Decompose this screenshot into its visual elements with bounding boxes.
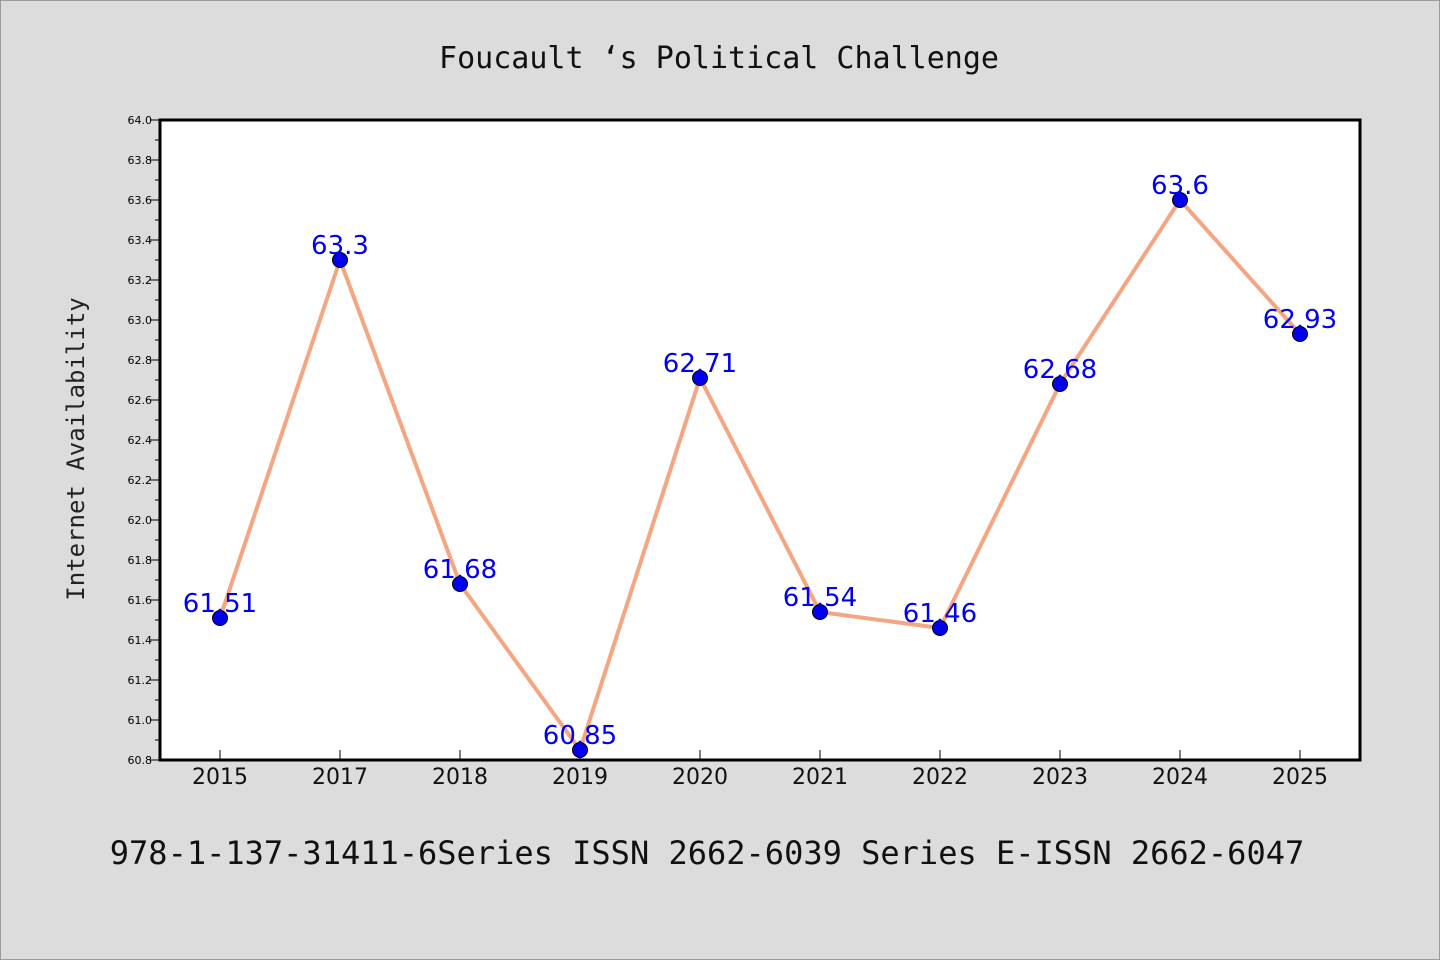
x-tick-label: 2020: [672, 765, 728, 790]
y-tick-label: 61.8: [128, 554, 153, 567]
data-label: 63.6: [1151, 171, 1209, 201]
x-axis: 2015 2017 2018 2019 2020 2021 2022 2023 2024 2025: [192, 750, 1328, 790]
x-tick-label: 2019: [552, 765, 608, 790]
data-point: [572, 742, 588, 758]
data-point: [212, 610, 228, 626]
chart-title: Foucault ‘s Political Challenge: [439, 41, 999, 76]
data-label: 62.71: [663, 349, 737, 379]
y-tick-label: 63.2: [128, 274, 153, 287]
y-tick-label: 62.6: [128, 394, 153, 407]
data-point: [692, 370, 708, 386]
x-tick-label: 2017: [312, 765, 368, 790]
y-tick-label: 61.4: [128, 634, 153, 647]
series-line-group: [218, 198, 1302, 752]
x-tick-label: 2018: [432, 765, 488, 790]
plot-area: [158, 118, 1362, 762]
series-markers: [212, 192, 1308, 758]
y-tick-label: 62.2: [128, 474, 153, 487]
y-tick-label: 63.8: [128, 154, 153, 167]
x-tick-label: 2025: [1272, 765, 1328, 790]
data-label: 63.3: [311, 231, 369, 261]
data-label: 62.68: [1023, 355, 1097, 385]
data-point: [452, 576, 468, 592]
data-point: [1052, 376, 1068, 392]
y-tick-label: 61.2: [128, 674, 153, 687]
y-tick-label: 62.8: [128, 354, 153, 367]
data-label: 61.68: [423, 555, 497, 585]
y-tick-label: 63.6: [128, 194, 153, 207]
data-point: [332, 252, 348, 268]
x-tick-label: 2024: [1152, 765, 1208, 790]
data-label: 61.51: [183, 589, 257, 619]
x-tick-label: 2021: [792, 765, 848, 790]
data-point: [1172, 192, 1188, 208]
data-point: [1292, 326, 1308, 342]
data-label: 62.93: [1263, 305, 1337, 335]
y-tick-label: 64.0: [128, 114, 153, 127]
x-tick-label: 2022: [912, 765, 968, 790]
data-label: 61.46: [903, 599, 977, 629]
y-axis-label: Internet Availability: [62, 297, 90, 600]
y-tick-label: 62.0: [128, 514, 153, 527]
data-label: 60.85: [543, 721, 617, 751]
data-labels: 61.51 63.3 61.68 60.85 62.71 61.54 61.46 62.68 6…: [183, 171, 1337, 751]
y-tick-label: 61.6: [128, 594, 153, 607]
y-tick-label: 61.0: [128, 714, 153, 727]
series-line: [218, 198, 1302, 752]
x-tick-label: 2015: [192, 765, 248, 790]
y-tick-label: 63.0: [128, 314, 153, 327]
y-tick-label: 60.8: [128, 754, 153, 767]
data-label: 61.54: [783, 583, 857, 613]
y-axis: 60.8 61.0 61.2 61.4 61.6 61.8 62.0 62.2 62.4 62.6…: [128, 114, 160, 767]
footer-isbn-text: 978-1-137-31411-6Series ISSN 2662-6039 S…: [110, 834, 1304, 872]
y-tick-label: 62.4: [128, 434, 153, 447]
data-point: [932, 620, 948, 636]
x-tick-label: 2023: [1032, 765, 1088, 790]
y-tick-label: 63.4: [128, 234, 153, 247]
data-point: [812, 604, 828, 620]
